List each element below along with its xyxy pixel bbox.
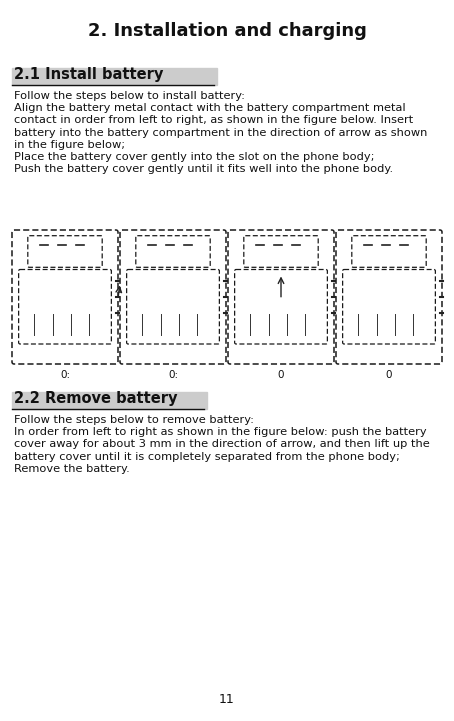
Bar: [12, 392, 207, 409]
Text: 0:: 0:: [168, 370, 178, 380]
Text: contact in order from left to right, as shown in the figure below. Insert: contact in order from left to right, as …: [14, 115, 413, 125]
FancyBboxPatch shape: [336, 230, 442, 364]
Text: cover away for about 3 mm in the direction of arrow, and then lift up the: cover away for about 3 mm in the directi…: [14, 439, 430, 449]
Text: 11: 11: [219, 693, 235, 706]
Text: 0: 0: [278, 370, 284, 380]
Text: in the figure below;: in the figure below;: [14, 140, 125, 150]
FancyBboxPatch shape: [136, 236, 210, 267]
Text: In order from left to right as shown in the figure below: push the battery: In order from left to right as shown in …: [14, 428, 427, 437]
FancyBboxPatch shape: [228, 230, 334, 364]
Text: Place the battery cover gently into the slot on the phone body;: Place the battery cover gently into the …: [14, 152, 375, 162]
Text: 0: 0: [386, 370, 392, 380]
Text: Remove the battery.: Remove the battery.: [14, 464, 130, 474]
FancyBboxPatch shape: [120, 230, 226, 364]
Text: Follow the steps below to remove battery:: Follow the steps below to remove battery…: [14, 415, 254, 425]
FancyBboxPatch shape: [235, 270, 327, 344]
Text: 2.1 Install battery: 2.1 Install battery: [14, 67, 168, 82]
Bar: [12, 68, 217, 85]
Text: Align the battery metal contact with the battery compartment metal: Align the battery metal contact with the…: [14, 103, 405, 113]
FancyBboxPatch shape: [244, 236, 318, 267]
FancyBboxPatch shape: [28, 236, 102, 267]
Text: 0:: 0:: [60, 370, 70, 380]
Text: battery cover until it is completely separated from the phone body;: battery cover until it is completely sep…: [14, 451, 400, 461]
Text: Push the battery cover gently until it fits well into the phone body.: Push the battery cover gently until it f…: [14, 164, 393, 174]
FancyBboxPatch shape: [12, 230, 118, 364]
FancyBboxPatch shape: [127, 270, 219, 344]
Text: 2.2 Remove battery: 2.2 Remove battery: [14, 391, 178, 406]
FancyBboxPatch shape: [343, 270, 435, 344]
Text: 2. Installation and charging: 2. Installation and charging: [88, 22, 366, 40]
FancyBboxPatch shape: [19, 270, 111, 344]
FancyBboxPatch shape: [352, 236, 426, 267]
Text: battery into the battery compartment in the direction of arrow as shown: battery into the battery compartment in …: [14, 128, 427, 138]
Text: Follow the steps below to install battery:: Follow the steps below to install batter…: [14, 91, 245, 101]
